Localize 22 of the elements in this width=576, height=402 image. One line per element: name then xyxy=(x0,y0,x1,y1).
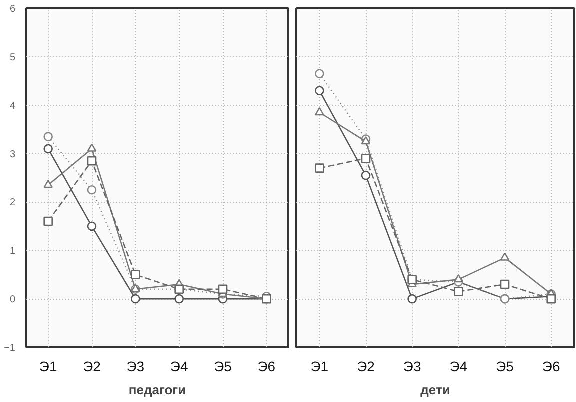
x-tick-label: Э3 xyxy=(403,358,422,374)
x-tick-label: Э5 xyxy=(496,358,514,374)
x-tick-label: Э2 xyxy=(357,358,376,374)
x-tick-label: Э6 xyxy=(542,358,560,374)
x-tick-label: Э6 xyxy=(258,358,276,374)
y-tick-label: 6 xyxy=(10,4,16,15)
y-tick-label: −1 xyxy=(4,343,16,354)
x-tick-label: Э4 xyxy=(450,358,468,374)
y-tick-label: 4 xyxy=(10,100,16,112)
y-tick-label: 5 xyxy=(10,52,16,64)
x-tick-label: Э4 xyxy=(170,358,188,374)
y-tick-label: 3 xyxy=(10,149,16,160)
x-axis-title: дети xyxy=(420,382,450,398)
x-tick-label: Э1 xyxy=(39,358,58,374)
x-tick-label: Э3 xyxy=(126,358,145,374)
x-axis-title: педагоги xyxy=(128,382,186,398)
x-tick-label: Э2 xyxy=(83,358,102,374)
y-tick-label: 2 xyxy=(10,198,16,209)
x-tick-label: Э1 xyxy=(310,358,329,374)
x-tick-label: Э5 xyxy=(214,358,232,374)
y-tick-label: 0 xyxy=(10,294,16,306)
y-tick-label: 1 xyxy=(10,246,16,258)
